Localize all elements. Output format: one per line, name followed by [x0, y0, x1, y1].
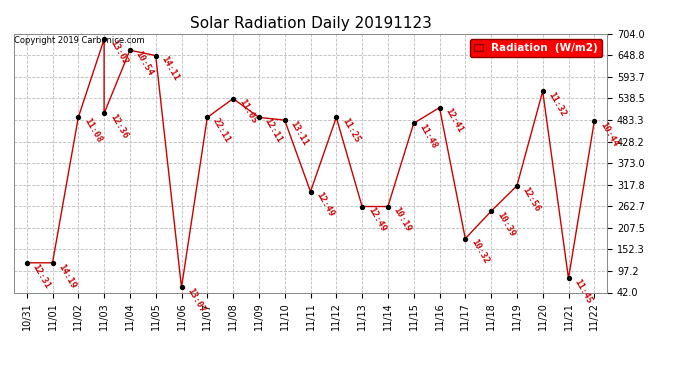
Text: Copyright 2019 Carbonice.com: Copyright 2019 Carbonice.com — [14, 36, 145, 45]
Text: 10:54: 10:54 — [134, 50, 155, 77]
Text: 11:05: 11:05 — [237, 98, 258, 126]
Point — [382, 204, 393, 210]
Point — [47, 260, 58, 266]
Point — [486, 208, 497, 214]
Text: 12:49: 12:49 — [366, 206, 387, 234]
Text: 11:32: 11:32 — [546, 90, 568, 118]
Text: 10:32: 10:32 — [469, 238, 491, 266]
Point — [460, 236, 471, 242]
Point — [434, 105, 445, 111]
Text: 13:11: 13:11 — [288, 119, 310, 147]
Text: 11:45: 11:45 — [572, 278, 593, 306]
Text: 11:08: 11:08 — [82, 117, 104, 144]
Text: 12:11: 12:11 — [263, 117, 284, 144]
Point — [99, 111, 110, 117]
Text: 12:56: 12:56 — [521, 185, 542, 213]
Text: 22:11: 22:11 — [211, 117, 233, 144]
Text: 14:11: 14:11 — [159, 55, 181, 83]
Text: 10:39: 10:39 — [495, 210, 516, 238]
Point — [279, 117, 290, 123]
Text: 10:44: 10:44 — [598, 121, 620, 148]
Text: 10:19: 10:19 — [392, 206, 413, 234]
Legend: Radiation  (W/m2): Radiation (W/m2) — [471, 39, 602, 57]
Point — [589, 118, 600, 124]
Point — [201, 114, 213, 120]
Text: 12:36: 12:36 — [108, 113, 129, 141]
Point — [124, 47, 135, 53]
Text: 13:02: 13:02 — [108, 39, 129, 66]
Point — [150, 53, 161, 58]
Point — [563, 275, 574, 281]
Text: 12:31: 12:31 — [30, 262, 52, 290]
Title: Solar Radiation Daily 20191123: Solar Radiation Daily 20191123 — [190, 16, 431, 31]
Point — [305, 189, 316, 195]
Point — [331, 114, 342, 120]
Point — [228, 96, 239, 102]
Point — [176, 284, 187, 290]
Point — [253, 114, 264, 120]
Point — [99, 36, 110, 42]
Point — [538, 88, 549, 94]
Text: 12:49: 12:49 — [315, 191, 335, 219]
Point — [408, 120, 420, 126]
Text: 11:48: 11:48 — [417, 123, 439, 150]
Text: 12:41: 12:41 — [443, 107, 464, 135]
Text: 13:07: 13:07 — [186, 287, 206, 315]
Point — [357, 204, 368, 210]
Point — [511, 183, 522, 189]
Point — [21, 260, 32, 266]
Text: 11:25: 11:25 — [340, 117, 362, 144]
Point — [72, 114, 83, 120]
Text: 14:19: 14:19 — [57, 262, 77, 290]
